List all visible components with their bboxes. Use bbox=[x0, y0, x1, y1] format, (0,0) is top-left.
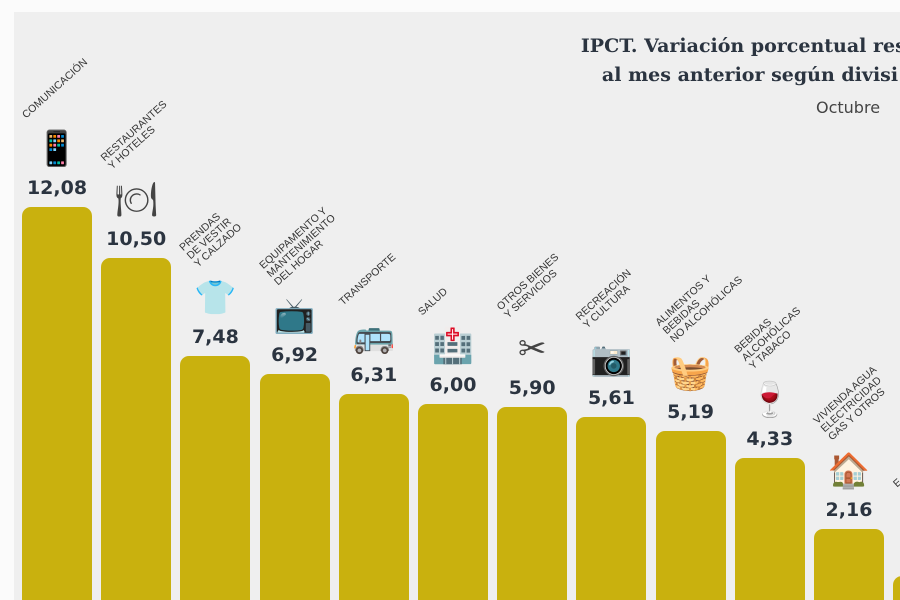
category-label-line: RESTAURANTES bbox=[98, 98, 170, 164]
category-label: RECREACIÓN Y CULTURA bbox=[574, 267, 642, 331]
hospital-icon: 🏥 bbox=[431, 326, 475, 367]
category-label: TRANSPORTE bbox=[336, 251, 398, 309]
category-label: VIVIENDA AGUA ELECTRICIDAD GAS Y OTROS bbox=[811, 364, 894, 443]
category-label: BEBIDAS ALCOHÓLICAS Y TABACO bbox=[732, 298, 811, 372]
data-label: 6,31 bbox=[350, 364, 398, 387]
plate-suitcase-icon: 🍽 bbox=[114, 180, 158, 221]
bar bbox=[180, 356, 251, 600]
smartphone-icon: 📱 bbox=[35, 128, 79, 169]
category-label: RESTAURANTES Y HOTELES bbox=[98, 98, 176, 173]
camera-icon: 📷 bbox=[590, 338, 633, 379]
bar bbox=[22, 206, 92, 600]
clothes-icon: 👕 bbox=[194, 278, 237, 319]
category-label: EQUIPAMENTO Y MANTENIMIENTO DEL HOGAR bbox=[257, 205, 345, 288]
category-label-line: TRANSPORTE bbox=[336, 251, 398, 309]
category-label: PRENDAS DE VESTIR Y CALZADO bbox=[178, 206, 245, 270]
bar bbox=[259, 374, 330, 600]
bus-icon: 🚌 bbox=[352, 316, 395, 357]
bar bbox=[418, 404, 488, 600]
bar bbox=[576, 416, 647, 600]
category-label: E bbox=[891, 476, 900, 491]
data-label: 6,92 bbox=[271, 344, 319, 367]
data-label: 0 bbox=[883, 546, 900, 568]
category-label-line: COMUNICACIÓN bbox=[19, 56, 90, 121]
bottle-glass-icon: 🍷 bbox=[748, 380, 791, 421]
data-label: 5,19 bbox=[667, 400, 715, 423]
chart-subtitle: Octubre bbox=[816, 98, 881, 117]
bar bbox=[497, 407, 568, 600]
chart: IPCT. Variación porcentual resp al mes a… bbox=[14, 12, 900, 600]
data-label: 5,90 bbox=[508, 377, 556, 400]
bar bbox=[338, 394, 409, 600]
bar bbox=[814, 528, 884, 600]
category-label: ALIMENTOS Y BEBIDAS NO ALCOHÓLICAS bbox=[653, 258, 745, 344]
bar bbox=[893, 576, 900, 600]
category-label: COMUNICACIÓN bbox=[19, 56, 90, 121]
data-label: 7,48 bbox=[191, 326, 239, 349]
fruit-basket-icon: 🧺 bbox=[669, 352, 712, 393]
category-label: SALUD bbox=[415, 285, 451, 319]
title-line-1: IPCT. Variación porcentual resp bbox=[580, 35, 900, 57]
data-label: 6,00 bbox=[429, 374, 477, 397]
bar bbox=[101, 258, 172, 600]
ribbon-scissors-icon: ✂ bbox=[517, 329, 547, 370]
data-label: 12,08 bbox=[26, 176, 88, 199]
category-label: OTROS BIENES Y SERVICIOS bbox=[495, 252, 568, 322]
data-label: 10,50 bbox=[106, 228, 167, 251]
data-label: 2,16 bbox=[825, 498, 873, 521]
data-label: 4,33 bbox=[746, 428, 794, 451]
category-label-line: E bbox=[891, 476, 900, 491]
bar bbox=[734, 458, 805, 600]
house-bill-icon: 🏠 bbox=[827, 450, 871, 491]
book-icon: 📘 bbox=[893, 498, 900, 538]
microwave-icon: 📺 bbox=[273, 296, 316, 337]
title-line-2: al mes anterior según divisi bbox=[601, 64, 899, 86]
chart-title: IPCT. Variación porcentual resp al mes a… bbox=[470, 32, 900, 90]
data-label: 5,61 bbox=[587, 386, 635, 409]
bar bbox=[655, 430, 726, 600]
category-label-line: SALUD bbox=[415, 285, 451, 319]
